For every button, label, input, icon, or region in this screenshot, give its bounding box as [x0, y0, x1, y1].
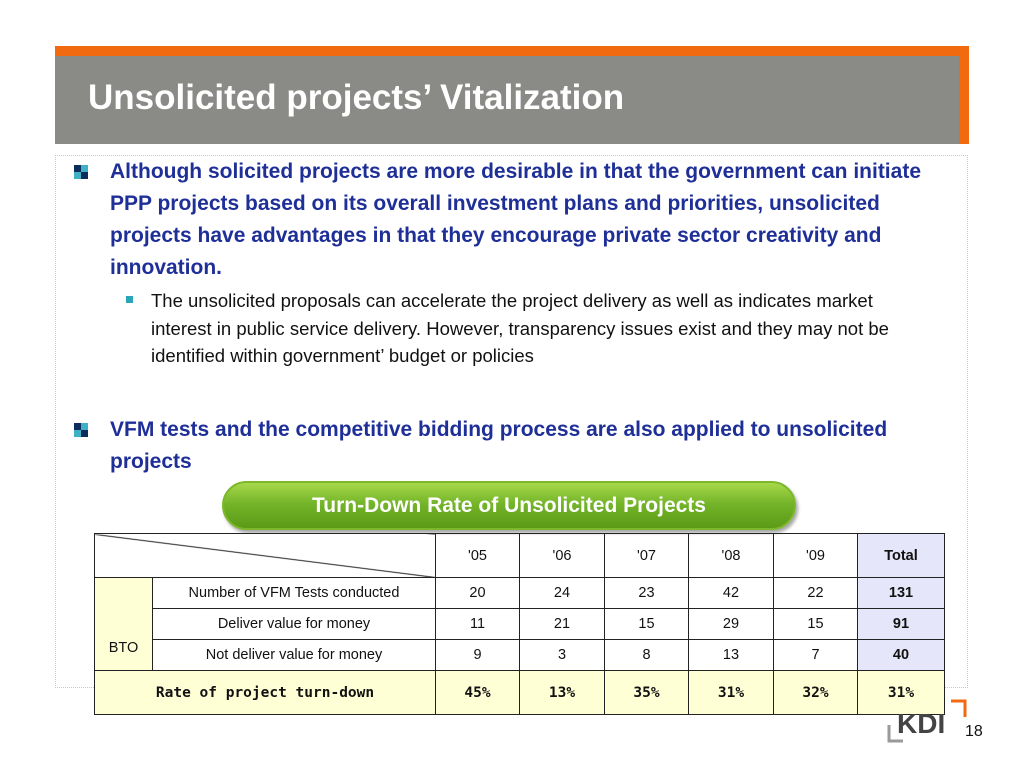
column-header: '09	[773, 533, 858, 578]
rate-cell: 31%	[688, 670, 774, 715]
square-bullet-icon	[74, 423, 88, 437]
rate-cell: 13%	[519, 670, 605, 715]
rate-cell: 45%	[435, 670, 520, 715]
bullet-2-text: VFM tests and the competitive bidding pr…	[110, 418, 888, 473]
table-row: BTO Number of VFM Tests conducted 20 24 …	[94, 577, 945, 671]
table-cell: 3	[519, 639, 605, 671]
table-title: Turn-Down Rate of Unsolicited Projects	[312, 494, 706, 517]
kdi-logo-text: KDI	[897, 708, 945, 739]
row-label: Not deliver value for money	[152, 639, 436, 671]
table-cell: 24	[519, 577, 605, 609]
table-cell: 29	[688, 608, 774, 640]
table-header-row: '05 '06 '07 '08 '09 Total	[94, 533, 945, 578]
rate-cell: 32%	[773, 670, 858, 715]
table-cell: 23	[604, 577, 689, 609]
group-label-cell: BTO	[94, 577, 153, 671]
table-cell: 13	[688, 639, 774, 671]
total-cell: 91	[857, 608, 945, 640]
table-row: Not deliver value for money 9 3 8 13 7 4…	[95, 639, 945, 671]
table-cell: 11	[435, 608, 520, 640]
column-header: '06	[519, 533, 605, 578]
table-cell: 15	[604, 608, 689, 640]
rate-row-label: Rate of project turn-down	[94, 670, 436, 715]
total-cell: 40	[857, 639, 945, 671]
kdi-logo: KDI	[887, 699, 967, 743]
rate-total-cell: 31%	[857, 670, 945, 715]
table-corner-cell	[94, 533, 436, 578]
column-header: '07	[604, 533, 689, 578]
row-label: Deliver value for money	[152, 608, 436, 640]
title-bar	[55, 56, 959, 144]
table-row: Deliver value for money 11 21 15 29 15 9…	[95, 608, 945, 640]
turn-down-rate-table: '05 '06 '07 '08 '09 Total BTO Number of …	[94, 533, 945, 715]
table-cell: 21	[519, 608, 605, 640]
rate-cell: 35%	[604, 670, 689, 715]
table-cell: 22	[773, 577, 858, 609]
table-cell: 8	[604, 639, 689, 671]
slide-title: Unsolicited projects’ Vitalization	[88, 78, 625, 117]
column-header-total: Total	[857, 533, 945, 578]
table-cell: 15	[773, 608, 858, 640]
table-cell: 20	[435, 577, 520, 609]
table-cell: 9	[435, 639, 520, 671]
page-number: 18	[965, 723, 983, 740]
table-cell: 42	[688, 577, 774, 609]
sub-bullet-text: The unsolicited proposals can accelerate…	[151, 290, 889, 366]
square-bullet-icon	[74, 165, 88, 179]
table-title-banner: Turn-Down Rate of Unsolicited Projects	[222, 481, 796, 530]
column-header: '05	[435, 533, 520, 578]
bullet-1-text: Although solicited projects are more des…	[110, 160, 921, 279]
total-cell: 131	[857, 577, 945, 609]
table-cell: 7	[773, 639, 858, 671]
rate-row: Rate of project turn-down 45% 13% 35% 31…	[94, 670, 945, 715]
row-label: Number of VFM Tests conducted	[152, 577, 436, 609]
column-header: '08	[688, 533, 774, 578]
sub-bullet-icon	[126, 296, 133, 303]
